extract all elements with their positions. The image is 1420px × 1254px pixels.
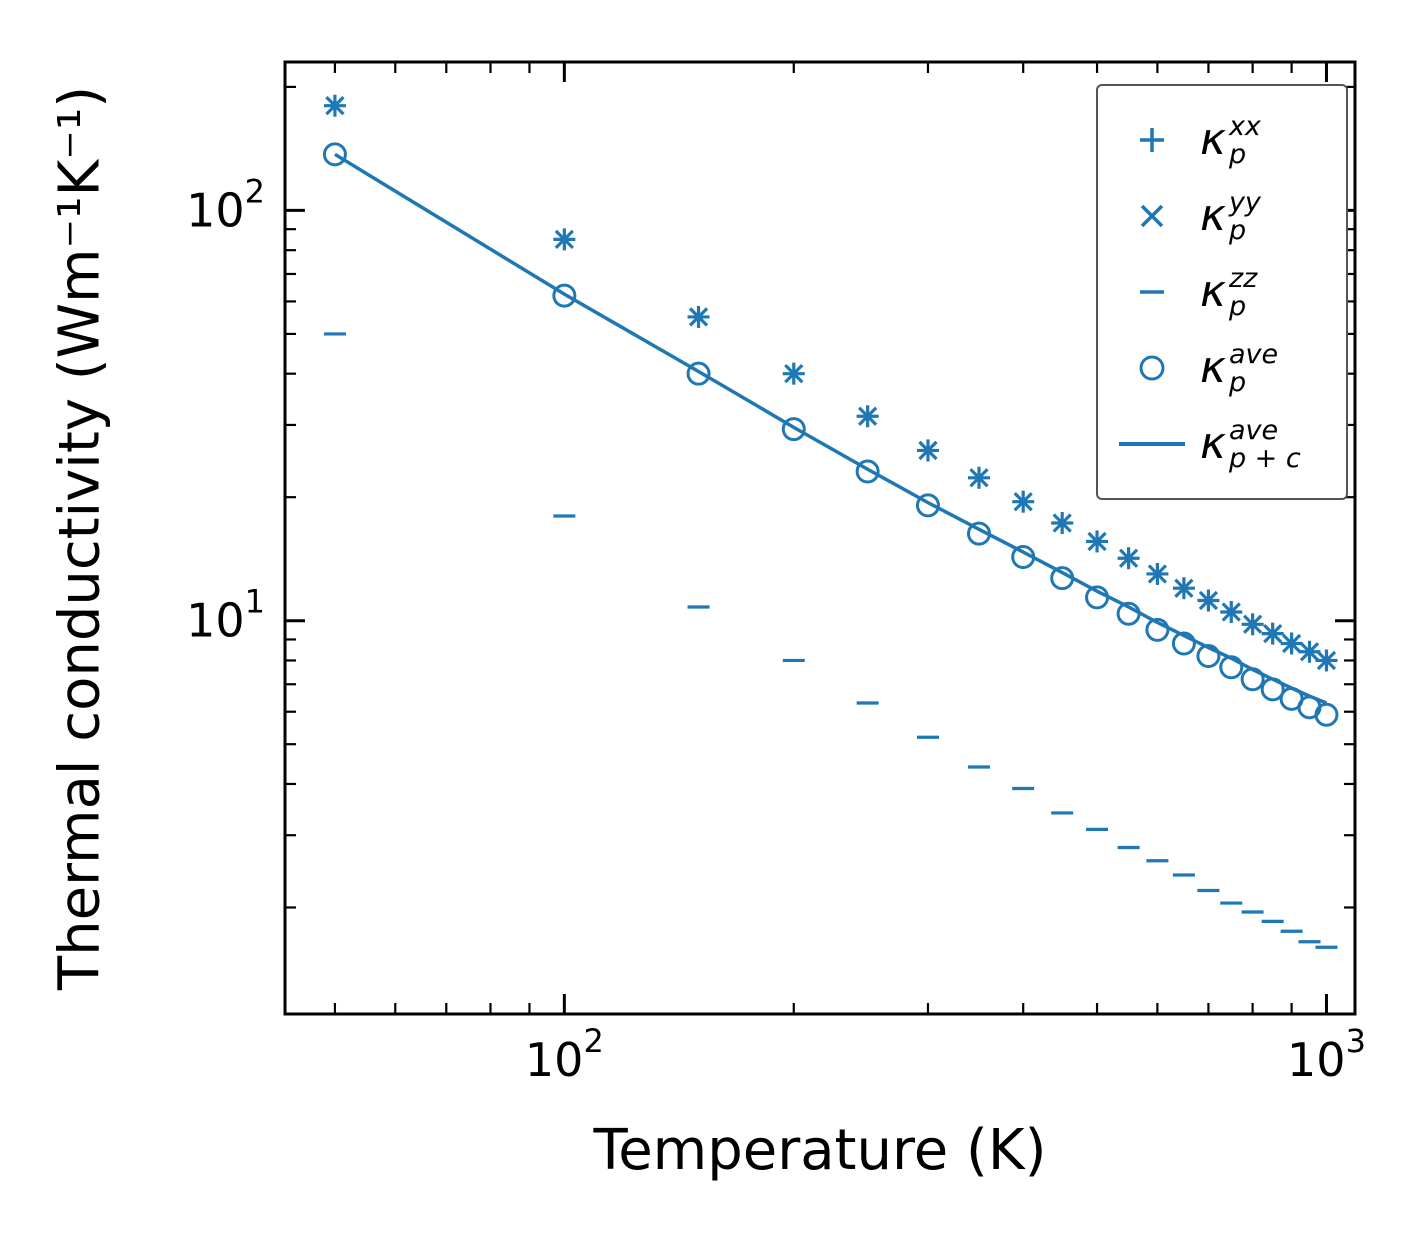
legend-label: κ xx p xyxy=(1200,111,1261,170)
legend-item: κ xx p xyxy=(1116,102,1328,178)
legend-item: κ zz p xyxy=(1116,254,1328,330)
x-tick-label: 102 xyxy=(525,1022,604,1087)
legend-item: κ ave p + c xyxy=(1116,406,1328,482)
axes-frame xyxy=(283,60,1357,1016)
plus-marker-icon xyxy=(1140,128,1164,152)
circle-marker-icon xyxy=(1139,355,1165,381)
legend: κ xx p κ yy p κ zz p κ ave p κ ave p + c xyxy=(1096,84,1348,500)
y-tick-label: 101 xyxy=(186,583,265,648)
legend-label: κ yy p xyxy=(1200,187,1261,246)
legend-item: κ yy p xyxy=(1116,178,1328,254)
y-tick-label: 102 xyxy=(186,172,265,237)
x-marker-icon xyxy=(1140,204,1164,228)
y-axis-label: Thermal conductivity (Wm⁻¹K⁻¹) xyxy=(47,85,113,991)
line-marker-icon xyxy=(1119,442,1185,446)
x-axis-label: Temperature (K) xyxy=(593,1118,1047,1183)
legend-label: κ ave p xyxy=(1200,339,1279,398)
legend-label: κ zz p xyxy=(1200,263,1258,322)
hline-marker-icon xyxy=(1140,290,1164,294)
x-tick-label: 103 xyxy=(1287,1022,1366,1087)
legend-label: κ ave p + c xyxy=(1200,415,1301,474)
legend-item: κ ave p xyxy=(1116,330,1328,406)
series-kappa_p_plus_c_ave xyxy=(334,152,1328,705)
series-kappa_p_ave xyxy=(322,142,1339,727)
